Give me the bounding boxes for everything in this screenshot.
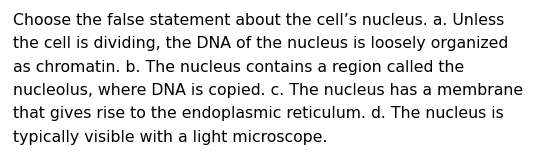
- Text: as chromatin. b. The nucleus contains a region called the: as chromatin. b. The nucleus contains a …: [13, 60, 464, 75]
- Text: Choose the false statement about the cell’s nucleus. a. Unless: Choose the false statement about the cel…: [13, 13, 504, 28]
- Text: the cell is dividing, the DNA of the nucleus is loosely organized: the cell is dividing, the DNA of the nuc…: [13, 36, 508, 51]
- Text: nucleolus, where DNA is copied. c. The nucleus has a membrane: nucleolus, where DNA is copied. c. The n…: [13, 83, 523, 98]
- Text: that gives rise to the endoplasmic reticulum. d. The nucleus is: that gives rise to the endoplasmic retic…: [13, 106, 504, 121]
- Text: typically visible with a light microscope.: typically visible with a light microscop…: [13, 129, 328, 144]
